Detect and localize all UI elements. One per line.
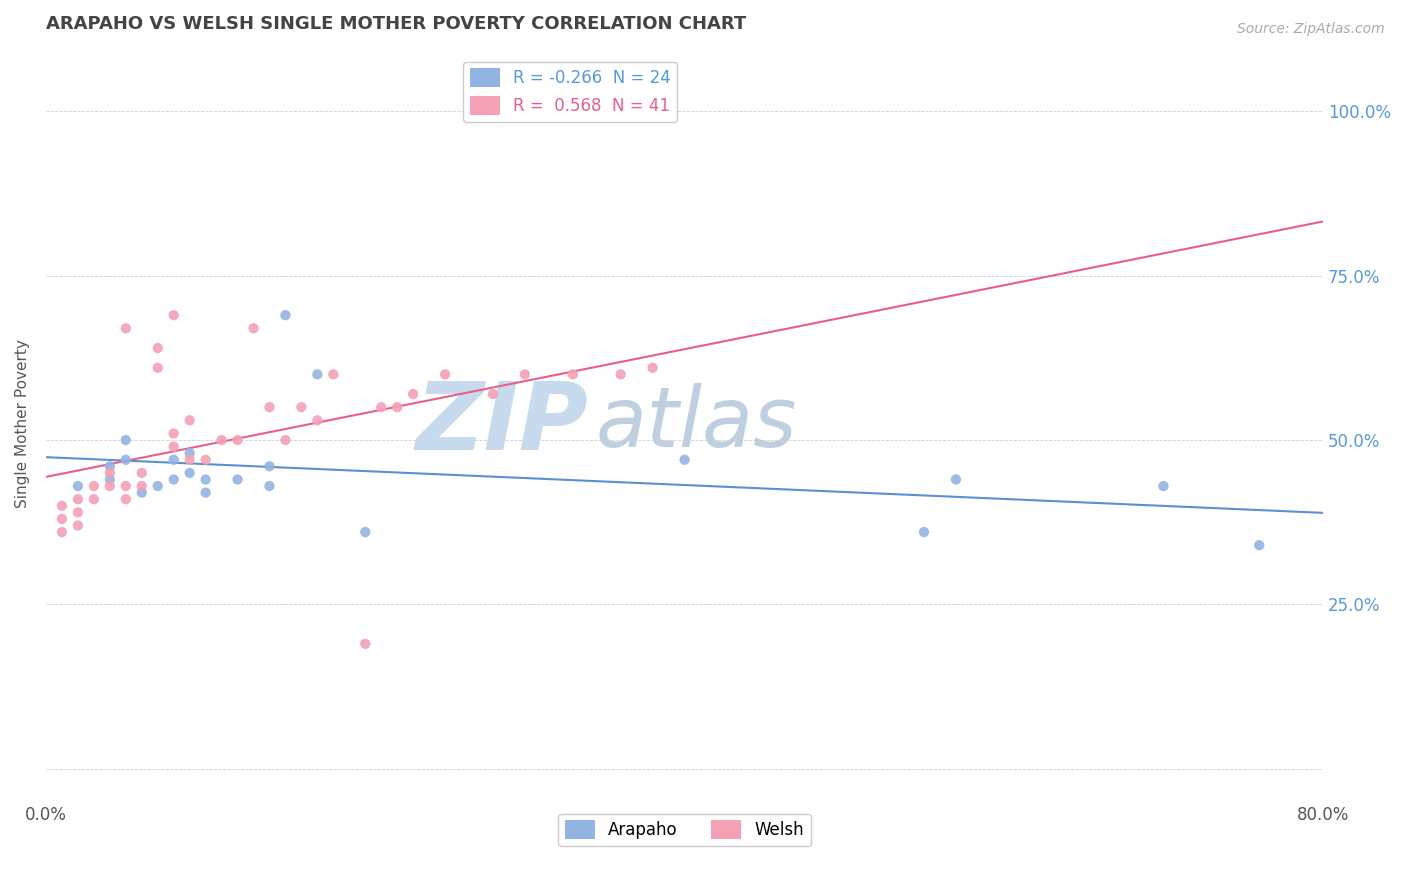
- Point: [83, 479, 105, 493]
- Point: [66, 505, 89, 519]
- Point: [66, 479, 89, 493]
- Point: [226, 473, 249, 487]
- Point: [114, 492, 136, 507]
- Point: [51, 499, 73, 513]
- Point: [385, 400, 408, 414]
- Point: [146, 341, 169, 355]
- Point: [354, 524, 377, 539]
- Point: [179, 413, 201, 427]
- Point: [146, 360, 169, 375]
- Point: [131, 485, 153, 500]
- Point: [179, 452, 201, 467]
- Point: [114, 433, 136, 447]
- Point: [179, 446, 201, 460]
- Point: [66, 518, 89, 533]
- Point: [561, 368, 583, 382]
- Point: [354, 637, 377, 651]
- Point: [307, 413, 329, 427]
- Point: [179, 466, 201, 480]
- Point: [434, 368, 457, 382]
- Point: [226, 433, 249, 447]
- Point: [146, 479, 169, 493]
- Point: [83, 492, 105, 507]
- Point: [163, 440, 186, 454]
- Point: [1153, 479, 1175, 493]
- Point: [194, 452, 217, 467]
- Point: [945, 473, 967, 487]
- Point: [51, 524, 73, 539]
- Point: [482, 387, 505, 401]
- Text: ZIP: ZIP: [416, 377, 589, 469]
- Point: [114, 479, 136, 493]
- Point: [322, 368, 344, 382]
- Point: [370, 400, 392, 414]
- Point: [513, 368, 536, 382]
- Point: [98, 473, 121, 487]
- Point: [131, 479, 153, 493]
- Point: [259, 479, 281, 493]
- Point: [194, 473, 217, 487]
- Y-axis label: Single Mother Poverty: Single Mother Poverty: [15, 339, 30, 508]
- Point: [114, 321, 136, 335]
- Text: ARAPAHO VS WELSH SINGLE MOTHER POVERTY CORRELATION CHART: ARAPAHO VS WELSH SINGLE MOTHER POVERTY C…: [46, 15, 747, 33]
- Point: [163, 308, 186, 322]
- Point: [1249, 538, 1271, 552]
- Point: [242, 321, 264, 335]
- Point: [259, 459, 281, 474]
- Point: [98, 479, 121, 493]
- Point: [163, 452, 186, 467]
- Point: [274, 308, 297, 322]
- Point: [98, 466, 121, 480]
- Point: [51, 512, 73, 526]
- Point: [259, 400, 281, 414]
- Point: [98, 459, 121, 474]
- Point: [307, 368, 329, 382]
- Text: Source: ZipAtlas.com: Source: ZipAtlas.com: [1237, 22, 1385, 37]
- Point: [290, 400, 312, 414]
- Point: [163, 473, 186, 487]
- Point: [673, 452, 696, 467]
- Point: [194, 485, 217, 500]
- Point: [912, 524, 935, 539]
- Legend: Arapaho, Welsh: Arapaho, Welsh: [558, 814, 811, 847]
- Text: atlas: atlas: [595, 384, 797, 464]
- Point: [66, 492, 89, 507]
- Point: [609, 368, 631, 382]
- Point: [114, 452, 136, 467]
- Point: [274, 433, 297, 447]
- Point: [211, 433, 233, 447]
- Point: [402, 387, 425, 401]
- Point: [641, 360, 664, 375]
- Point: [163, 426, 186, 441]
- Point: [131, 466, 153, 480]
